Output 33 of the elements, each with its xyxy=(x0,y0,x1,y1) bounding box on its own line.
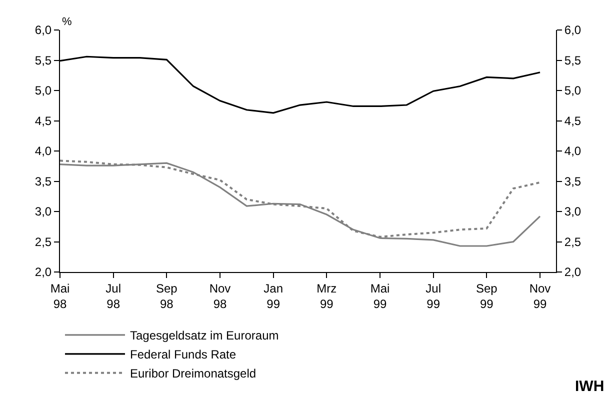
text: IWH xyxy=(575,378,604,395)
y2-tick-label: 3,0 xyxy=(564,204,582,219)
y-axis-title: % xyxy=(62,16,72,28)
y2-tick-label: 5,5 xyxy=(564,53,582,68)
legend-label: Tagesgeldsatz im Euroraum xyxy=(130,328,279,343)
y2-tick-label: 2,0 xyxy=(564,265,582,280)
y-tick-label: 3,0 xyxy=(34,204,52,219)
y2-tick-label: 4,5 xyxy=(564,114,582,128)
x-tick-label: Nov 99 xyxy=(529,281,551,311)
x-tick-label: Mai 98 xyxy=(50,281,70,311)
legend-label: Federal Funds Rate xyxy=(130,348,236,362)
y2-tick-label: 5,0 xyxy=(564,84,582,98)
y-tick-label: 3,5 xyxy=(34,174,52,188)
y-tick-label: 5,0 xyxy=(34,84,52,98)
x-tick-label: Nov 98 xyxy=(209,281,231,311)
x-tick-label: Sep 99 xyxy=(476,281,498,311)
y2-tick-label: 6,0 xyxy=(564,23,582,38)
y2-tick-label: 4,0 xyxy=(564,144,582,158)
x-tick-label: Mai 99 xyxy=(370,281,390,311)
y-tick-label: 2,0 xyxy=(34,265,52,280)
x-tick-label: Jul 98 xyxy=(106,281,121,311)
x-tick-label: Jan 99 xyxy=(264,281,284,311)
x-tick-label: Mrz 99 xyxy=(316,281,337,311)
y2-tick-label: 2,5 xyxy=(564,234,582,249)
y2-tick-label: 3,5 xyxy=(564,174,582,188)
y-tick-label: 6,0 xyxy=(34,23,52,38)
legend-label: Euribor Dreimonatsgeld xyxy=(130,366,256,381)
y-tick-label: 2,5 xyxy=(34,234,52,249)
y-tick-label: 5,5 xyxy=(34,53,52,68)
y-tick-label: 4,5 xyxy=(34,114,52,128)
x-tick-label: Sep 98 xyxy=(156,281,178,311)
y-tick-label: 4,0 xyxy=(34,144,52,158)
x-tick-label: Jul 99 xyxy=(426,281,441,311)
